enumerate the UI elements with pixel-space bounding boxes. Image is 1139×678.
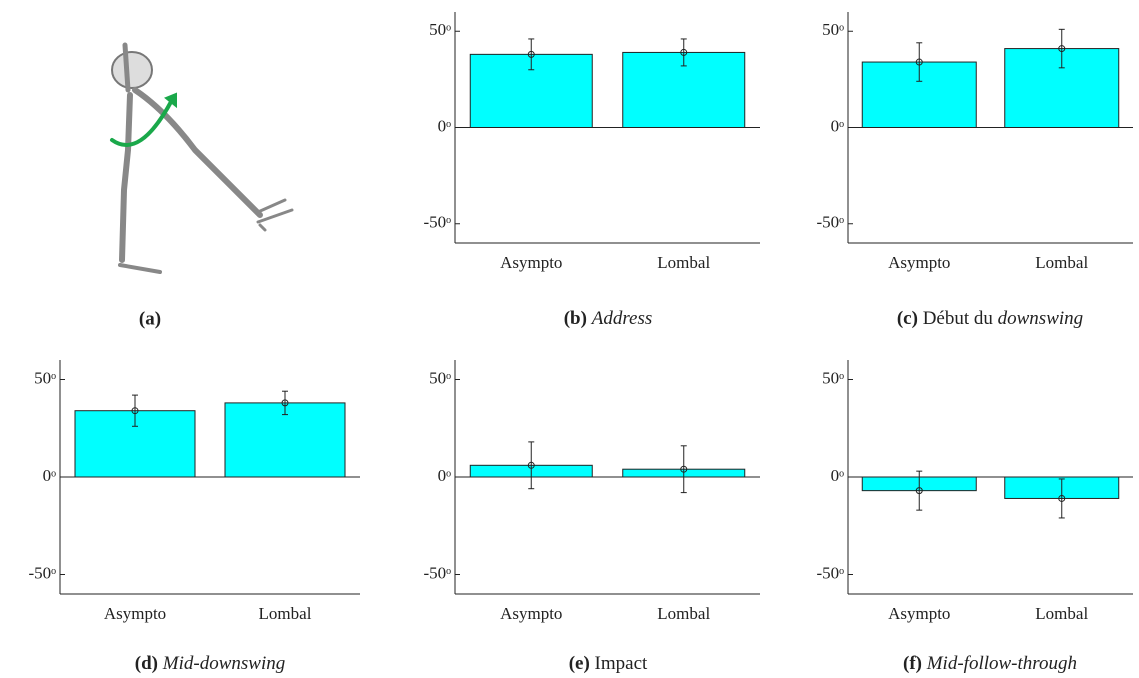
y-tick-label: 0ᵒ — [831, 116, 845, 135]
x-tick-label: Asympto — [500, 604, 562, 623]
error-bar — [1058, 28, 1065, 69]
mean-marker — [1058, 494, 1066, 502]
x-tick-label: Lombal — [657, 253, 710, 272]
x-tick-label: Lombal — [657, 604, 710, 623]
caption-caption-italic: Mid-follow-through — [926, 653, 1077, 674]
bar — [224, 402, 346, 478]
mean-marker — [281, 399, 289, 407]
error-bar — [916, 42, 923, 82]
y-tick-label: -50ᵒ — [423, 563, 451, 582]
caption-caption-italic: Address — [590, 308, 653, 329]
mean-marker — [1058, 45, 1066, 53]
x-tick-label: Lombal — [1035, 253, 1088, 272]
caption: (f) Mid-follow-through — [903, 653, 1077, 674]
mean-marker — [680, 48, 688, 56]
error-bar — [282, 390, 288, 416]
caption-caption-text: Impact — [595, 653, 648, 674]
x-tick-label: Asympto — [500, 253, 562, 272]
caption: (d) Mid-downswing — [135, 653, 285, 674]
y-tick-label: 50ᵒ — [429, 368, 451, 387]
mean-marker — [527, 50, 535, 58]
y-tick-label: 0ᵒ — [43, 466, 57, 485]
mean-marker — [680, 465, 688, 473]
caption-caption-label: (d) — [135, 653, 158, 674]
y-tick-label: 50ᵒ — [822, 368, 844, 387]
y-tick-label: 0ᵒ — [438, 116, 452, 135]
mean-marker — [527, 461, 535, 469]
error-bar — [132, 394, 138, 427]
y-tick-label: -50ᵒ — [28, 563, 56, 582]
y-tick-label: -50ᵒ — [816, 563, 844, 582]
x-tick-label: Asympto — [888, 604, 950, 623]
y-tick-label: 50ᵒ — [429, 20, 451, 39]
error-bar — [916, 470, 923, 511]
mean-marker — [915, 58, 923, 66]
error-bar — [528, 38, 535, 71]
caption-label: (a) — [139, 308, 161, 329]
y-tick-label: 0ᵒ — [831, 466, 845, 485]
x-tick-label: Asympto — [104, 604, 166, 623]
caption-caption-italic: downswing — [998, 308, 1084, 329]
caption: (c) Début du downswing — [897, 308, 1083, 329]
x-tick-label: Asympto — [888, 253, 950, 272]
x-tick-label: Lombal — [1035, 604, 1088, 623]
y-tick-label: -50ᵒ — [423, 213, 451, 232]
x-tick-label: Lombal — [259, 604, 312, 623]
mean-marker — [915, 487, 923, 495]
caption-caption-label: (e) — [569, 653, 590, 674]
caption-caption-label: (f) — [903, 653, 922, 674]
caption-caption-label: (b) — [564, 308, 587, 329]
y-tick-label: 50ᵒ — [34, 368, 56, 387]
caption: (b) Address — [564, 308, 653, 329]
caption: (e) Impact — [569, 653, 648, 674]
y-tick-label: -50ᵒ — [816, 213, 844, 232]
skeleton-illustration — [110, 42, 294, 274]
error-bar — [528, 441, 535, 490]
error-bar — [680, 445, 687, 494]
error-bar — [680, 38, 687, 67]
mean-marker — [131, 407, 139, 415]
caption-caption-italic: Mid-downswing — [162, 653, 285, 674]
caption-caption-label: (c) — [897, 308, 918, 329]
y-tick-label: 50ᵒ — [822, 20, 844, 39]
y-tick-label: 0ᵒ — [438, 466, 452, 485]
caption-caption-text: Début du — [923, 308, 994, 329]
error-bar — [1058, 478, 1065, 519]
